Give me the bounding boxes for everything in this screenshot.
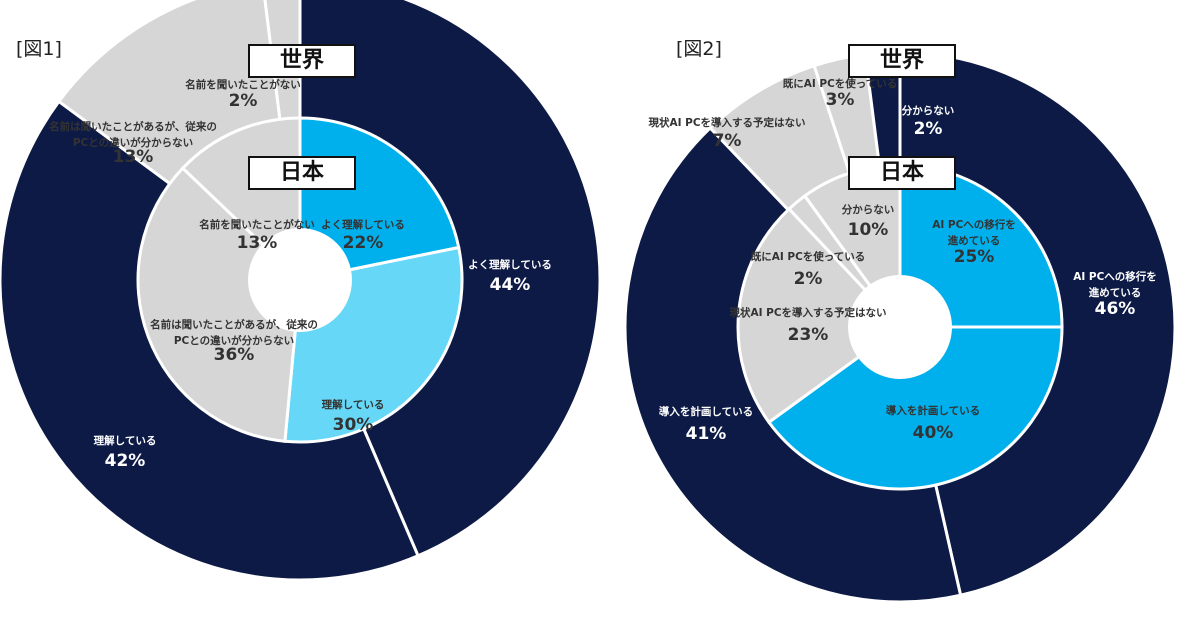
slice-value-label: 2% [229,91,258,111]
slice-category-label: 導入を計画している [886,404,980,417]
slice-value-label: 36% [214,345,255,365]
slice-category-label: 進めている [1089,286,1142,299]
fig2-japan-label-4: 既にAI PCを使っている 2% [751,250,866,289]
fig2-japan-label-5: 分からない 10% [842,203,895,240]
figure-2-inner-ring-tag: 日本 [848,156,956,190]
slice-category-label: 名前を聞いたことがない [199,218,315,231]
fig2-world-label-2: 導入を計画している 41% [659,405,753,444]
fig1-world-label-1: よく理解している 44% [468,258,552,295]
slice-category-label: 名前は聞いたことがあるが、従来の [150,318,318,331]
fig1-donut-hole [248,228,352,332]
slice-category-label: よく理解している [321,218,405,231]
figure-2-label: [図2] [676,38,722,60]
slice-value-label: 44% [490,275,531,295]
fig2-japan-slice-3 [736,206,903,425]
slice-value-label: 13% [113,147,154,167]
fig2-japan-label-3: 現状AI PCを導入する予定はない 23% [729,306,886,345]
slice-value-label: 23% [788,325,829,345]
figure-1-inner-ring-tag: 日本 [248,156,356,190]
fig2-japan-slice-2 [766,325,1064,491]
slice-value-label: 30% [333,415,374,435]
fig2-world-label-3: 現状AI PCを導入する予定はない 7% [648,116,805,151]
fig1-japan-slice-3 [136,166,302,443]
fig2-japan-label-2: 導入を計画している 40% [886,404,980,443]
fig2-donut-hole [848,275,952,379]
slice-value-label: 41% [686,424,727,444]
slice-category-label: 分からない [902,104,955,117]
slice-category-label: AI PCへの移行を [1073,270,1157,283]
slice-value-label: 25% [954,247,995,267]
slice-value-label: 46% [1095,299,1136,319]
fig1-japan-label-2: 理解している 30% [322,398,385,435]
figure-1-outer-ring-tag: 世界 [248,44,356,78]
fig2-world-label-5: 分からない 2% [902,104,955,139]
figure-1-label: [図1] [16,38,62,60]
slice-category-label: PCとの違いが分からない [73,136,193,149]
slice-value-label: 2% [914,119,943,139]
slice-category-label: 理解している [94,434,157,447]
slice-category-label: 既にAI PCを使っている [783,77,898,90]
slice-value-label: 42% [105,451,146,471]
slice-value-label: 3% [826,90,855,110]
slice-category-label: 名前を聞いたことがない [185,78,301,91]
slice-value-label: 40% [913,423,954,443]
slice-category-label: 既にAI PCを使っている [751,250,866,263]
slice-category-label: PCとの違いが分からない [174,334,294,347]
slice-value-label: 10% [848,220,889,240]
slice-category-label: よく理解している [468,258,552,271]
figure-2-outer-ring-tag: 世界 [848,44,956,78]
fig1-world-label-2: 理解している 42% [94,434,157,471]
slice-category-label: 名前は聞いたことがあるが、従来の [49,120,217,133]
fig1-japan-label-4: 名前を聞いたことがない 13% [199,218,315,253]
slice-category-label: AI PCへの移行を [932,218,1016,231]
slice-category-label: 分からない [842,203,895,216]
slice-value-label: 2% [794,269,823,289]
slice-category-label: 理解している [322,398,385,411]
slice-category-label: 現状AI PCを導入する予定はない [648,116,805,129]
slice-value-label: 13% [237,233,278,253]
fig1-japan-label-1: よく理解している 22% [321,218,405,253]
slice-value-label: 7% [713,131,742,151]
slice-category-label: 現状AI PCを導入する予定はない [729,306,886,319]
slice-category-label: 導入を計画している [659,405,753,418]
slice-value-label: 22% [343,233,384,253]
slice-category-label: 進めている [948,234,1001,247]
